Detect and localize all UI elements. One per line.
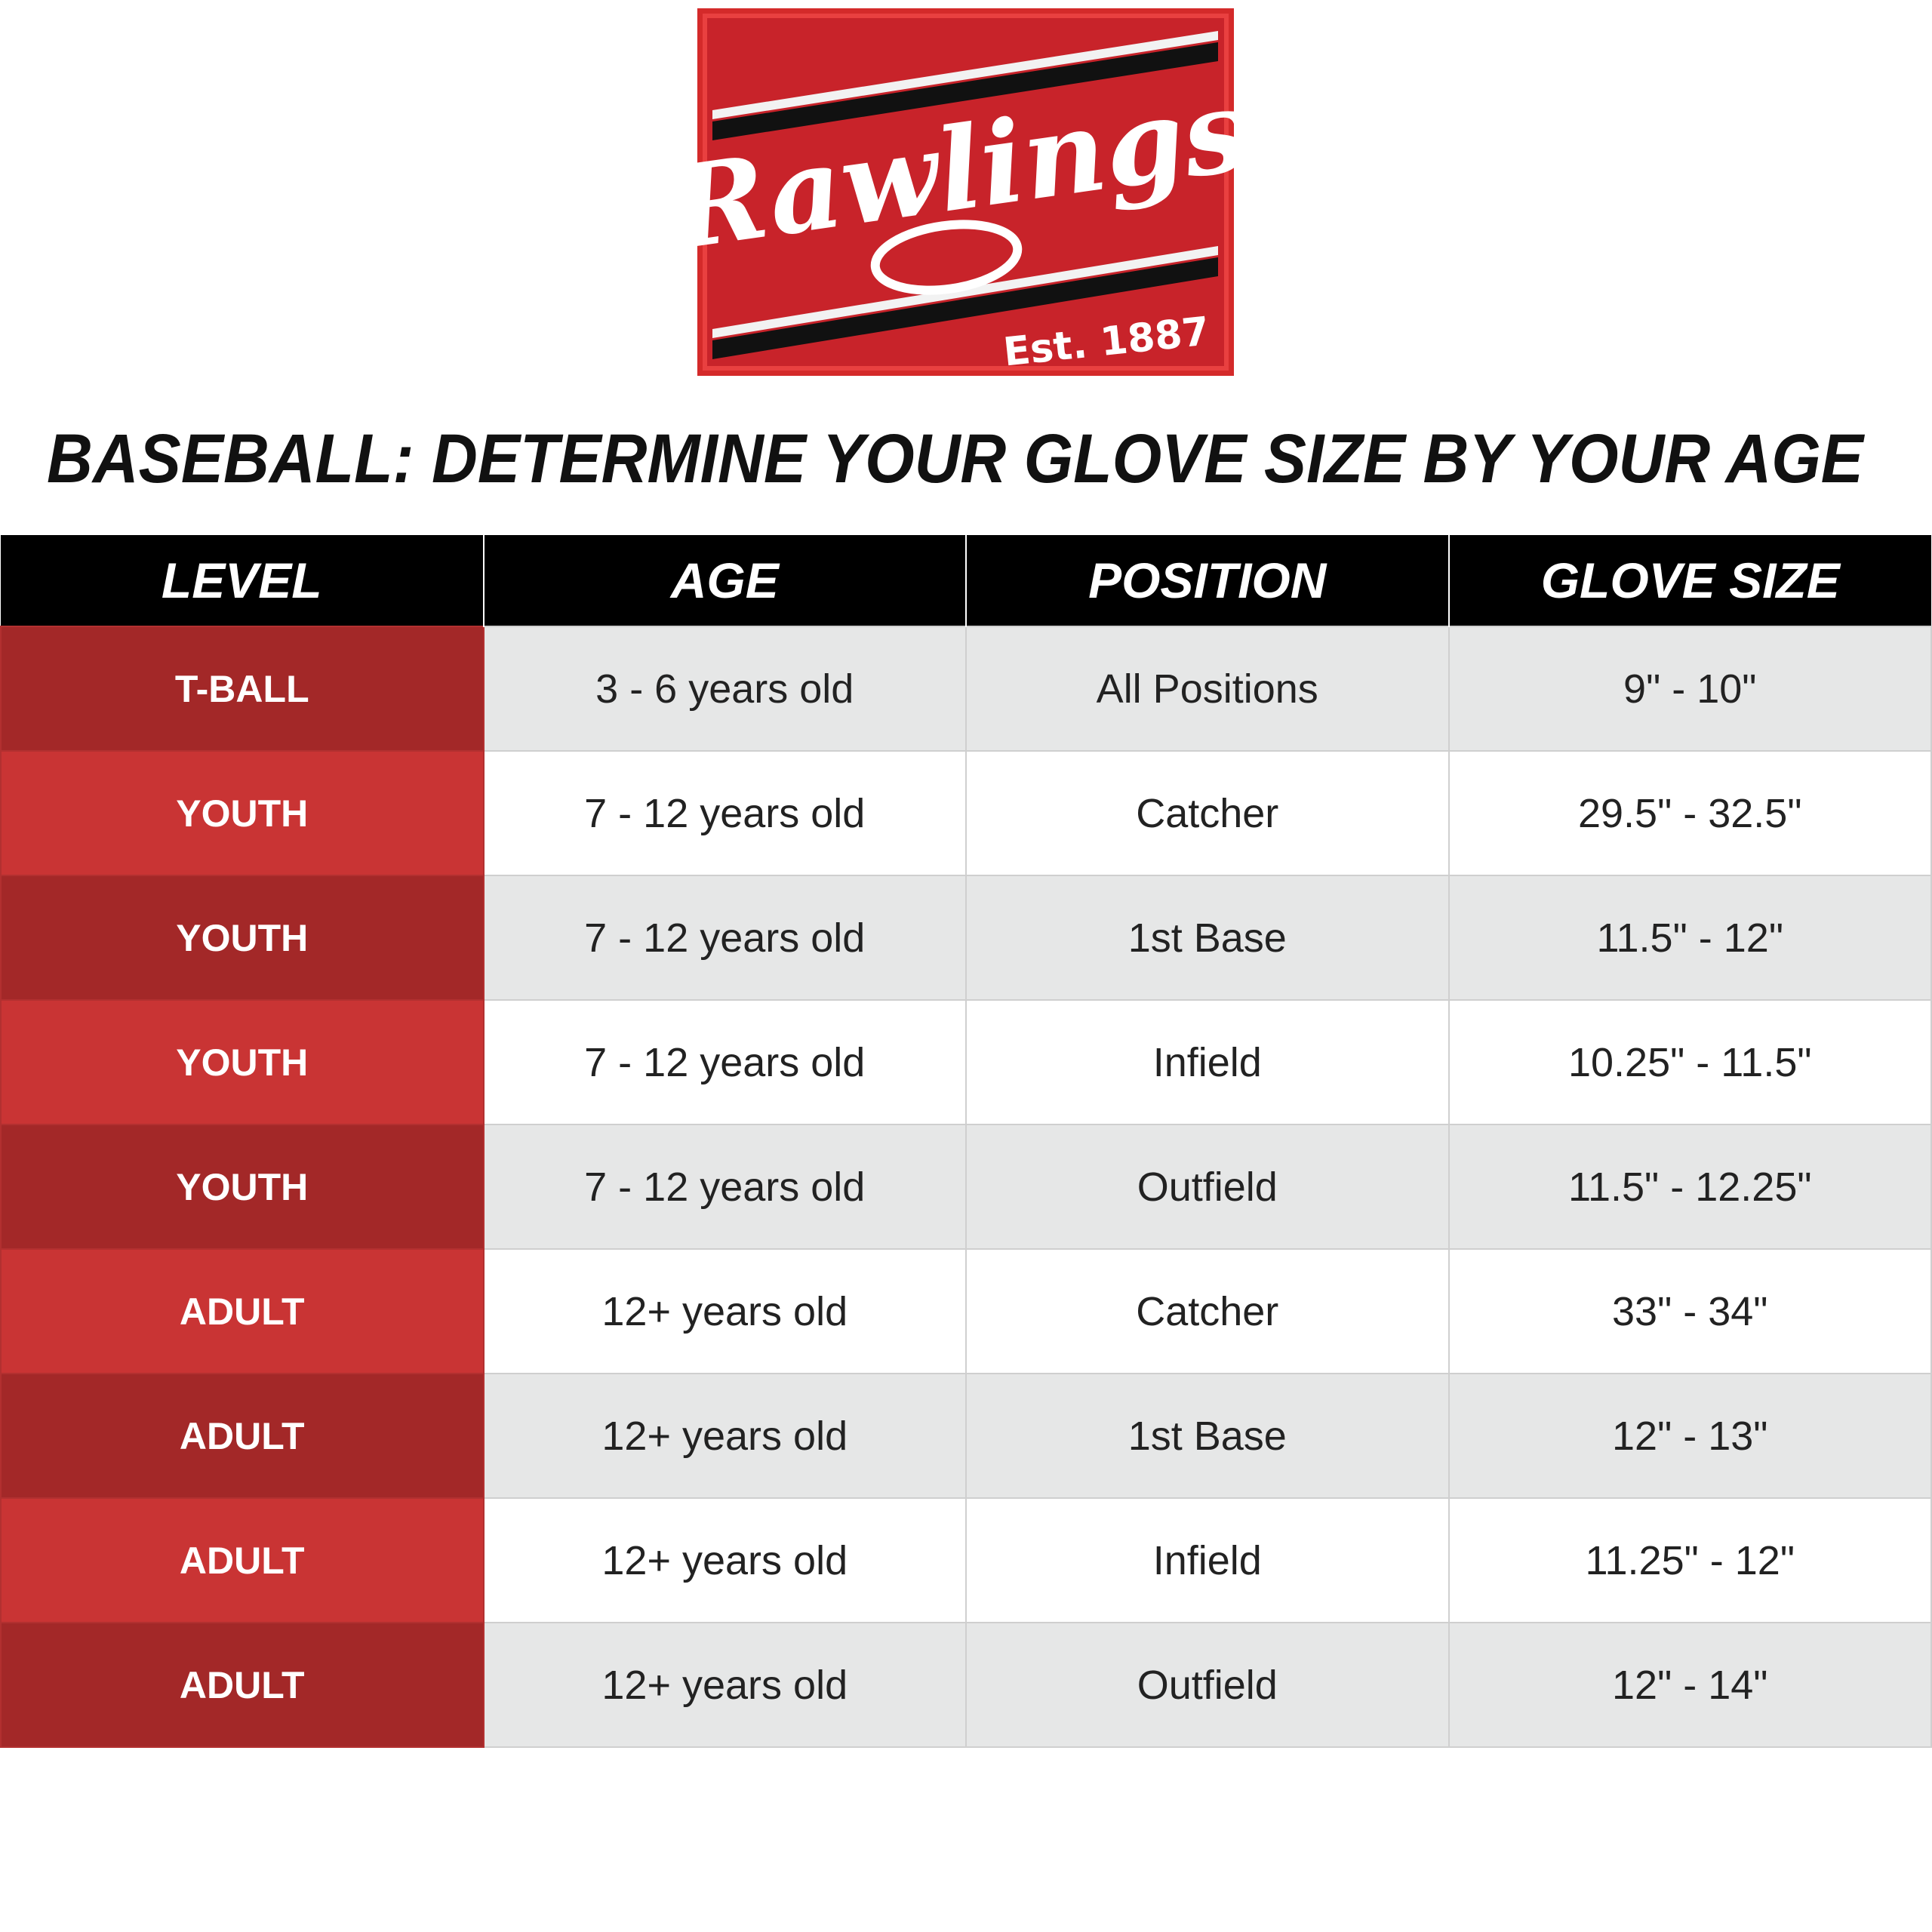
table-cell: 3 - 6 years old: [482, 626, 967, 752]
header-row: LEVEL AGE POSITION GLOVE SIZE: [1, 535, 1931, 626]
table-cell: 12+ years old: [482, 1248, 967, 1374]
level-cell: ADULT: [0, 1373, 485, 1499]
table-row: YOUTH 7 - 12 years old Catcher 29.5" - 32.5…: [0, 750, 1932, 876]
table-cell: 11.25" - 12": [1447, 1497, 1932, 1623]
table-row: YOUTH 7 - 12 years old Infield 10.25" - 11.…: [0, 999, 1932, 1125]
table-cell: 9" - 10": [1447, 626, 1932, 752]
table-cell: 11.5" - 12": [1447, 875, 1932, 1001]
level-cell: YOUTH: [0, 999, 485, 1125]
column-header: POSITION: [966, 535, 1450, 626]
table-cell: Catcher: [965, 750, 1450, 876]
level-cell: T-BALL: [0, 626, 485, 752]
table-row: ADULT 12+ years old Outfield 12" - 14": [0, 1622, 1932, 1748]
table-cell: 12" - 14": [1447, 1622, 1932, 1748]
table-row: ADULT 12+ years old Catcher 33" - 34": [0, 1248, 1932, 1374]
logo-stripe: [712, 257, 1218, 359]
table-cell: 7 - 12 years old: [482, 750, 967, 876]
level-cell: ADULT: [0, 1248, 485, 1374]
size-table: LEVEL AGE POSITION GLOVE SIZE T-BALL 3 - 6 y…: [0, 535, 1932, 1748]
table-cell: 7 - 12 years old: [482, 1124, 967, 1250]
table-cell: 11.5" - 12.25": [1447, 1124, 1932, 1250]
table-cell: Catcher: [965, 1248, 1450, 1374]
logo: Rawlings Est. 1887: [697, 8, 1234, 376]
table-cell: 12+ years old: [482, 1497, 967, 1623]
level-cell: YOUTH: [0, 1124, 485, 1250]
table-cell: Infield: [965, 999, 1450, 1125]
table-cell: All Positions: [965, 626, 1450, 752]
table-cell: 12+ years old: [482, 1622, 967, 1748]
table-cell: 7 - 12 years old: [482, 999, 967, 1125]
table-cell: Outfield: [965, 1124, 1450, 1250]
page-title: BASEBALL: DETERMINE YOUR GLOVE SIZE BY Y…: [47, 420, 1865, 497]
table-cell: 7 - 12 years old: [482, 875, 967, 1001]
level-cell: ADULT: [0, 1622, 485, 1748]
table-row: ADULT 12+ years old 1st Base 12" - 13": [0, 1373, 1932, 1499]
column-header: LEVEL: [1, 535, 485, 626]
table-cell: Outfield: [965, 1622, 1450, 1748]
table-cell: 29.5" - 32.5": [1447, 750, 1932, 876]
level-cell: YOUTH: [0, 875, 485, 1001]
column-header: AGE: [483, 535, 967, 626]
table-cell: 1st Base: [965, 875, 1450, 1001]
level-cell: ADULT: [0, 1497, 485, 1623]
table-row: T-BALL 3 - 6 years old All Positions 9" - 1…: [0, 626, 1932, 752]
level-cell: YOUTH: [0, 750, 485, 876]
table-cell: Infield: [965, 1497, 1450, 1623]
table-cell: 33" - 34": [1447, 1248, 1932, 1374]
logo-stripe: [712, 246, 1218, 338]
table-row: YOUTH 7 - 12 years old 1st Base 11.5" - 12": [0, 875, 1932, 1001]
table-cell: 12" - 13": [1447, 1373, 1932, 1499]
table-cell: 12+ years old: [482, 1373, 967, 1499]
logo-oval: [870, 220, 1023, 295]
table-row: ADULT 12+ years old Infield 11.25" - 12": [0, 1497, 1932, 1623]
column-header: GLOVE SIZE: [1448, 535, 1931, 626]
logo-stripe: [712, 42, 1218, 140]
title-area: BASEBALL: DETERMINE YOUR GLOVE SIZE BY Y…: [47, 420, 1865, 497]
table-cell: 10.25" - 11.5": [1447, 999, 1932, 1125]
table-cell: 1st Base: [965, 1373, 1450, 1499]
logo-stripe: [712, 31, 1218, 119]
table-row: YOUTH 7 - 12 years old Outfield 11.5" - 12.…: [0, 1124, 1932, 1250]
